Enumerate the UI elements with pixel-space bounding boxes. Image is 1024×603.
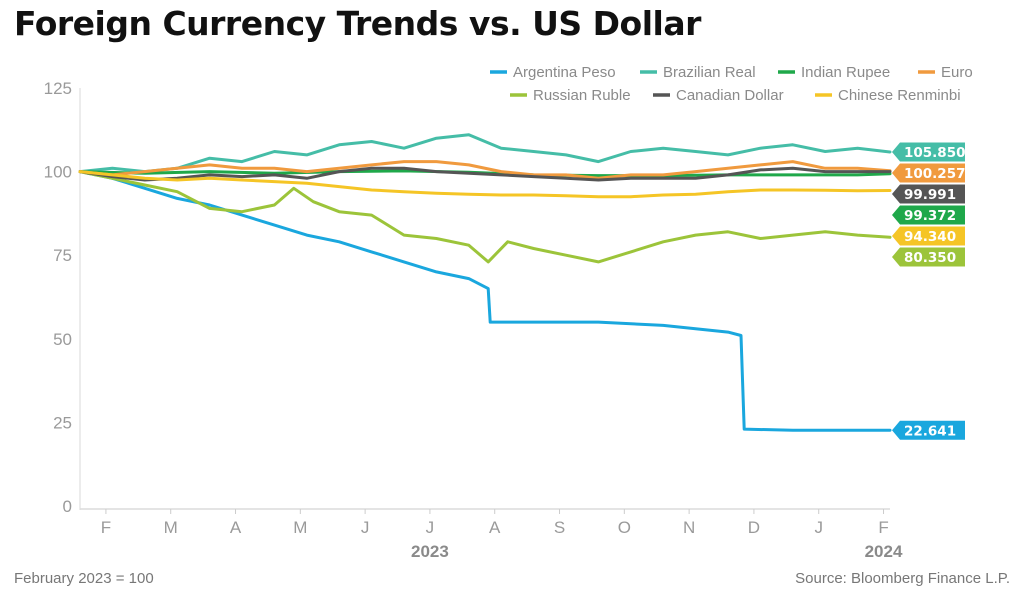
legend-label: Russian Ruble	[533, 87, 631, 104]
x-tick-label: M	[164, 518, 178, 537]
end-label-badge	[892, 247, 965, 267]
end-label-badge	[892, 420, 965, 440]
y-tick-label: 75	[53, 246, 72, 265]
source-note: Source: Bloomberg Finance L.P.	[795, 570, 1010, 587]
y-tick-label: 100	[44, 163, 72, 182]
end-label-value: 80.350	[904, 250, 956, 266]
x-tick-label: O	[618, 518, 631, 537]
x-tick-label: J	[814, 518, 823, 537]
series-line	[78, 170, 892, 432]
legend: Argentina Peso Brazilian Real Indian Rupee…	[490, 64, 973, 104]
x-tick-label: F	[101, 518, 111, 537]
end-label-badge	[892, 226, 965, 246]
x-tick-label: M	[293, 518, 307, 537]
x-tick-label: F	[878, 518, 888, 537]
y-tick-label: 125	[44, 79, 72, 98]
series-line	[78, 160, 892, 180]
x-tick-label: A	[230, 518, 242, 537]
y-tick-label: 0	[63, 497, 72, 516]
legend-label: Chinese Renminbi	[838, 87, 961, 104]
series-line	[78, 170, 892, 264]
end-label-value: 100.257	[904, 166, 966, 182]
end-label-badge	[892, 184, 965, 204]
end-label-badge	[892, 163, 965, 183]
legend-label: Canadian Dollar	[676, 87, 784, 104]
chart-title: Foreign Currency Trends vs. US Dollar	[14, 4, 701, 43]
series-line	[78, 170, 892, 199]
x-tick-label: J	[361, 518, 370, 537]
legend-label: Euro	[941, 64, 973, 81]
axes	[79, 88, 890, 510]
series-line	[78, 166, 892, 182]
end-label-badge	[892, 142, 965, 162]
y-axis-ticks: 0 25 50 75 100 125	[44, 79, 72, 516]
y-tick-label: 25	[53, 413, 72, 432]
x-tick-label: D	[748, 518, 760, 537]
x-tick-label: J	[426, 518, 435, 537]
end-label-value: 105.850	[904, 145, 966, 161]
end-label-value: 94.340	[904, 229, 956, 245]
x-tick-label: S	[554, 518, 565, 537]
end-label-value: 99.991	[904, 187, 956, 203]
x-axis-years: 2023 2024	[411, 542, 903, 561]
legend-label: Brazilian Real	[663, 64, 756, 81]
x-tick-label: N	[683, 518, 695, 537]
y-tick-label: 50	[53, 330, 72, 349]
x-tick-label: A	[489, 518, 501, 537]
end-value-labels: 105.850 100.257 99.991 99.372 94.340 80.350 22…	[892, 142, 966, 440]
end-label-value: 22.641	[904, 423, 956, 439]
year-label: 2024	[865, 542, 903, 561]
year-label: 2023	[411, 542, 449, 561]
end-label-badge	[892, 205, 965, 225]
legend-label: Indian Rupee	[801, 64, 890, 81]
series-line	[78, 133, 892, 174]
legend-label: Argentina Peso	[513, 64, 616, 81]
end-label-value: 99.372	[904, 208, 956, 224]
series-lines	[78, 133, 892, 432]
footnote: February 2023 = 100	[14, 570, 154, 587]
